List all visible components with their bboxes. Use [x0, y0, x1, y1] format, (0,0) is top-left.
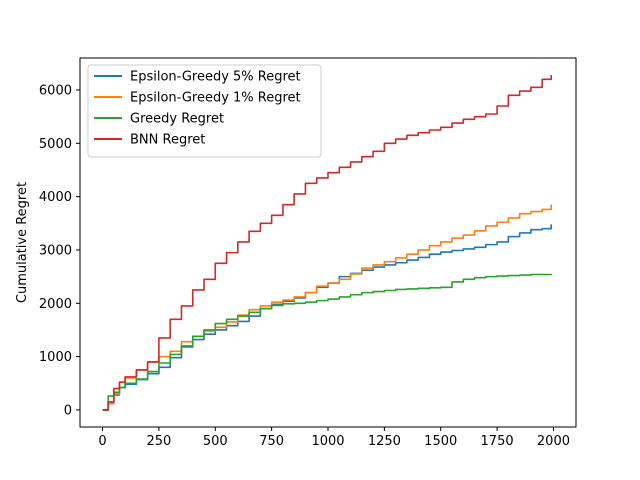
series-line-2	[102, 273, 552, 411]
legend-label-2: Greedy Regret	[130, 112, 224, 127]
y-tick-label: 5000	[39, 137, 72, 152]
x-tick-label: 0	[98, 434, 106, 449]
y-tick-label: 1000	[39, 350, 72, 365]
x-tick-label: 1250	[368, 434, 401, 449]
y-axis: 0 1000 2000 3000 4000 5000 6000	[39, 83, 80, 418]
legend-box	[87, 64, 322, 158]
x-tick-label: 1500	[424, 434, 457, 449]
legend: Epsilon-Greedy 5% Regret Epsilon-Greedy 1…	[87, 64, 322, 158]
y-tick-label: 4000	[39, 190, 72, 205]
x-tick-label: 1000	[311, 434, 344, 449]
series-line-3	[102, 75, 552, 411]
y-axis-title: Cumulative Regret	[15, 182, 30, 303]
x-tick-label: 2000	[537, 434, 570, 449]
y-tick-label: 3000	[39, 243, 72, 258]
y-tick-label: 0	[64, 403, 72, 418]
legend-label-3: BNN Regret	[130, 133, 205, 148]
legend-label-1: Epsilon-Greedy 1% Regret	[130, 91, 301, 106]
y-tick-label: 2000	[39, 297, 72, 312]
y-tick-label: 6000	[39, 83, 72, 98]
x-axis: 0 250 500 750 1000 1250 1500 1750 2000	[98, 427, 570, 449]
x-tick-label: 250	[146, 434, 171, 449]
x-tick-label: 750	[259, 434, 284, 449]
x-tick-label: 1750	[481, 434, 514, 449]
legend-label-0: Epsilon-Greedy 5% Regret	[130, 70, 301, 85]
x-tick-label: 500	[203, 434, 228, 449]
series-layer	[102, 75, 552, 411]
